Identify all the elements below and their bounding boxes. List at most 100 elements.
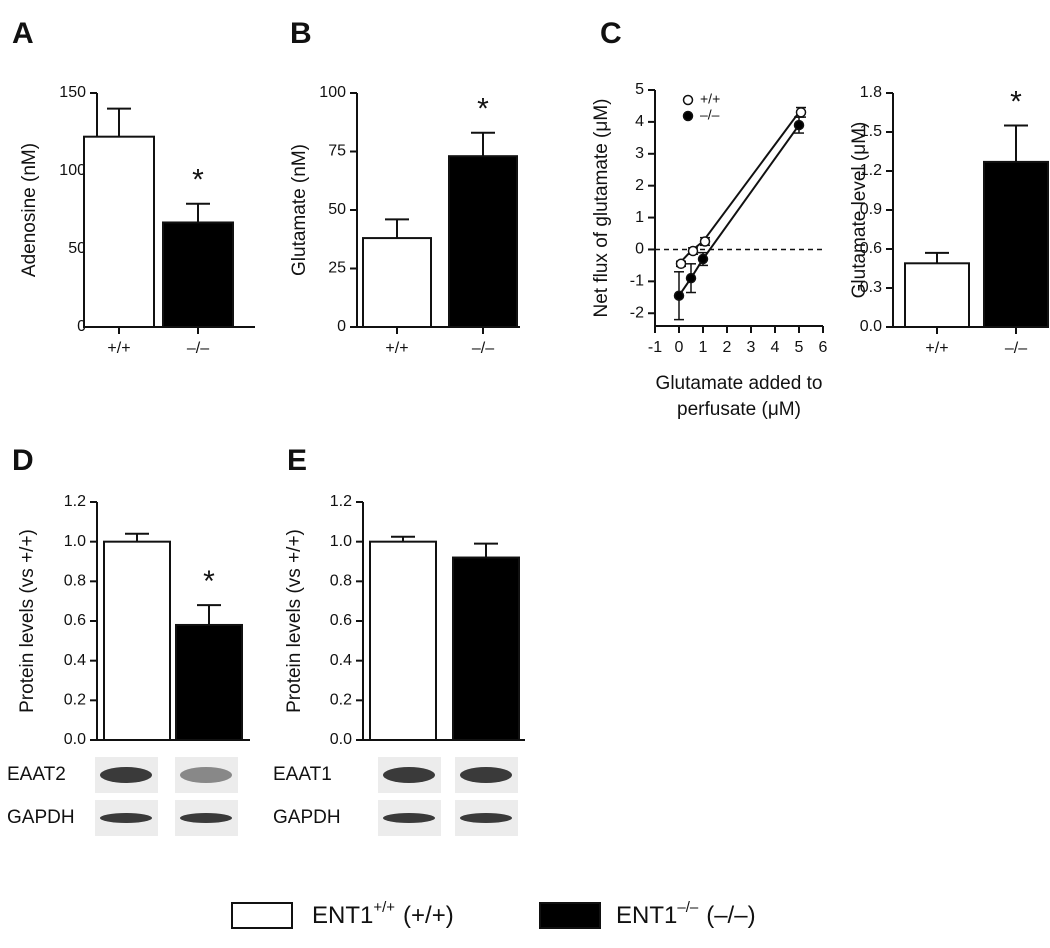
y-tick-label: 0.6 [330, 612, 352, 629]
bar [175, 623, 243, 742]
blot-band [460, 767, 512, 783]
bar [362, 237, 432, 328]
blot-band [383, 767, 435, 783]
point [699, 236, 711, 247]
y-axis-label: Net flux of glutamate (μM) [591, 99, 612, 318]
blot-label: EAAT2 [7, 764, 66, 785]
y-tick-label: 4 [635, 113, 644, 130]
legend-suffix: (+/+) [403, 902, 454, 929]
y-tick-label: 25 [328, 260, 346, 277]
y-tick-label: 0 [635, 241, 644, 258]
x-tick-label: 5 [795, 339, 804, 356]
y-tick-label: 1.2 [330, 493, 352, 510]
bar [904, 262, 970, 328]
y-tick-label: 50 [328, 201, 346, 218]
panel-label: D [12, 444, 34, 477]
y-tick-label: 0.4 [64, 652, 86, 669]
fit-line [678, 124, 800, 297]
point [687, 245, 699, 257]
y-axis-label: Protein levels (vs +/+) [17, 529, 38, 713]
x-tick-label: 6 [819, 339, 828, 356]
y-tick-label: 3 [635, 145, 644, 162]
y-tick-label: 0.2 [330, 692, 352, 709]
fit-line [678, 111, 800, 265]
annotation: * [192, 164, 204, 197]
y-tick-label: 1.2 [860, 162, 882, 179]
y-tick-label: 1.0 [330, 533, 352, 550]
legend-base: ENT1 [312, 902, 373, 929]
blot-band [180, 767, 232, 783]
legend-sup: +/+ [373, 899, 395, 916]
legend-label: ENT1+/+ (+/+) [312, 899, 454, 929]
point [673, 290, 685, 301]
bar [452, 556, 520, 741]
x-tick-label: +/+ [925, 340, 948, 357]
y-tick-label: 0.0 [330, 731, 352, 748]
bar [83, 135, 155, 328]
legend-swatch [539, 902, 601, 929]
bar [103, 540, 171, 742]
y-tick-label: -2 [630, 304, 644, 321]
panel-label: A [12, 17, 34, 50]
y-tick-label: 0.8 [330, 573, 352, 590]
panel-label: E [287, 444, 307, 477]
bar [983, 160, 1049, 328]
blot-band [100, 767, 152, 783]
panel-label: C [600, 17, 622, 50]
legend-swatch [231, 902, 293, 929]
y-tick-label: 1 [635, 209, 644, 226]
y-axis-label: Glutamate (nM) [289, 144, 310, 276]
x-tick-label: +/+ [107, 340, 130, 357]
y-tick-label: 0.8 [64, 573, 86, 590]
y-tick-label: 0.0 [64, 731, 86, 748]
point [795, 107, 807, 118]
y-tick-label: 5 [635, 81, 644, 98]
x-tick-label: 4 [771, 339, 780, 356]
x-tick-label: +/+ [385, 340, 408, 357]
y-tick-label: 1.5 [860, 123, 882, 140]
y-tick-label: 100 [319, 84, 346, 101]
x-tick-label: –/– [472, 340, 494, 357]
blot-label: GAPDH [7, 807, 75, 828]
blot-band [460, 813, 512, 823]
legend-sup: –/– [677, 899, 699, 916]
y-tick-label: 75 [328, 143, 346, 160]
blot-band [100, 813, 152, 823]
y-tick-label: 50 [68, 240, 86, 257]
blot-band [383, 813, 435, 823]
legend-marker [682, 94, 694, 106]
annotation: * [1010, 85, 1022, 118]
x-tick-label: 2 [723, 339, 732, 356]
x-tick-label: 3 [747, 339, 756, 356]
y-tick-label: 0.6 [64, 612, 86, 629]
y-tick-label: 0 [77, 318, 86, 335]
y-axis-label: Protein levels (vs +/+) [284, 529, 305, 713]
legend-label: –/– [700, 107, 720, 123]
legend-marker [682, 110, 694, 122]
annotation: * [203, 565, 215, 598]
x-tick-label: -1 [648, 339, 662, 356]
point [685, 272, 697, 284]
y-tick-label: -1 [630, 273, 644, 290]
y-tick-label: 1.8 [860, 84, 882, 101]
point [697, 253, 709, 265]
bar [448, 155, 518, 328]
blot-band [180, 813, 232, 823]
legend-label: +/+ [700, 91, 720, 107]
x-tick-label: –/– [187, 340, 209, 357]
y-tick-label: 2 [635, 177, 644, 194]
legend-base: ENT1 [616, 902, 677, 929]
y-tick-label: 0.9 [860, 201, 882, 218]
y-tick-label: 100 [59, 162, 86, 179]
point [793, 119, 805, 131]
legend-label: ENT1–/– (–/–) [616, 899, 756, 929]
panel-label: B [290, 17, 312, 50]
y-tick-label: 0 [337, 318, 346, 335]
y-tick-label: 0.3 [860, 279, 882, 296]
annotation: * [477, 93, 489, 126]
x-tick-label: –/– [1005, 340, 1027, 357]
y-tick-label: 0.2 [64, 692, 86, 709]
blot-label: EAAT1 [273, 764, 332, 785]
y-tick-label: 0.4 [330, 652, 352, 669]
